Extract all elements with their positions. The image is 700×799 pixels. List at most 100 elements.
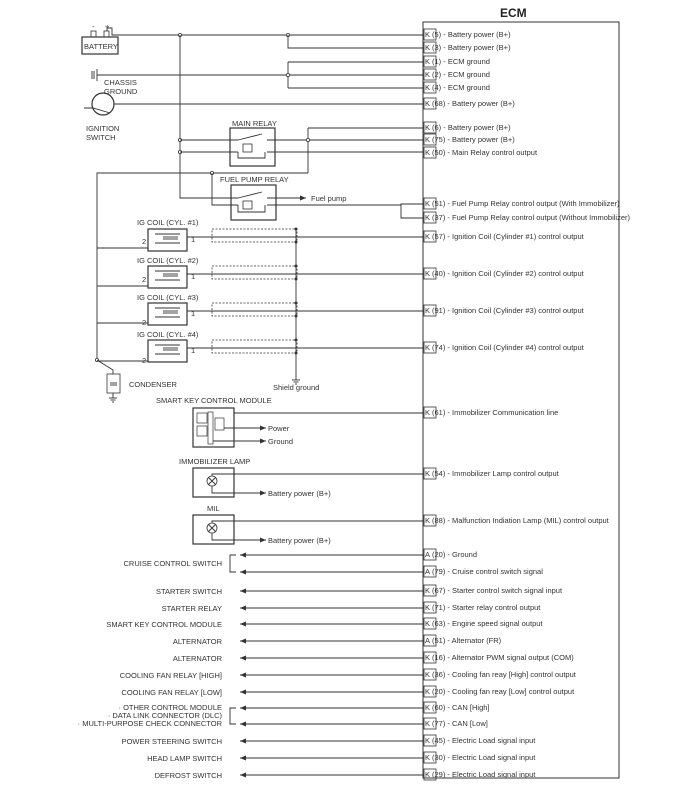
pin-connector-letter: K [425,70,431,79]
wire-b-plus [179,35,238,199]
wire-condenser [96,359,114,374]
pin-box [423,584,437,597]
main-relay-box [229,127,276,167]
pin-connector-letter: A [425,636,431,645]
input-alternator-com: ALTERNATOR [172,654,222,663]
pin-connector-letter: K [425,343,431,352]
ig-coil-box-4 [147,339,188,363]
pin-connector-letter: K [425,753,431,762]
arrow-right-icon [300,195,306,201]
arrow-left-icon [240,605,246,611]
ignition-switch-icon [91,92,115,116]
pin-connector-letter: K [425,703,431,712]
pin-box [423,211,437,224]
lamp-icon [208,477,216,485]
ignition-switch-label-1: IGNITION [86,124,120,133]
arrow-left-icon [240,638,246,644]
shield-dashed-box [211,339,298,354]
pin-label-K91: (91) - Ignition Coil (Cylinder #3) contr… [432,306,584,315]
condenser-label: CONDENSER [129,380,177,389]
pin-label-K37: (37) - Fuel Pump Relay control output (W… [432,213,630,222]
shield-dashed-box [211,228,298,243]
wire-battery [106,27,424,36]
mil-box [192,514,235,545]
arrow-left-icon [240,672,246,678]
pin-connector-letter: K [425,213,431,222]
pin-box [423,97,437,110]
input-other-control-module: · OTHER CONTROL MODULE [118,703,222,712]
wire-battery-power [211,486,266,494]
input-dlc: · DATA LINK CONNECTOR (DLC) [107,711,222,720]
pin-label-K60: (60) - CAN [High] [432,703,490,712]
pin-box [423,467,437,480]
lamp-icon [208,524,216,532]
ig-coil-4-label: IG COIL (CYL. #4) [137,330,199,339]
pin-label-K68: (68) - Battery power (B+) [432,99,515,108]
ig-coil-1-label: IG COIL (CYL. #1) [137,218,199,227]
pin-connector-letter: K [425,123,431,132]
wire-k88 [211,520,424,523]
wire-k51 [267,203,424,206]
arrow-left-icon [240,552,246,558]
pin-label-K40: (40) - Ignition Coil (Cylinder #2) contr… [432,269,584,278]
pin-box [423,514,437,527]
pin-box [423,406,437,419]
coil-3-pin-2: 2 [142,318,147,327]
pin-box [423,81,437,94]
pin-label-K30: (30) - Electric Load signal input [432,753,536,762]
pin-box [423,55,437,68]
pin-connector-letter: K [425,83,431,92]
ecm-box [422,21,620,779]
pin-box [423,701,437,714]
pin-box [423,28,437,41]
relay-resistor [237,152,266,159]
ig-coil-box-3 [147,302,188,326]
input-cruise-control-switch: CRUISE CONTROL SWITCH [123,559,222,568]
fuel-pump-relay-box [230,184,277,221]
mil-label: MIL [207,504,220,513]
pin-label-K6: (6) - Battery power (B+) [432,123,511,132]
arrow-left-icon [240,755,246,761]
pin-label-K29: (29) - Electric Load signal input [432,770,536,779]
pin-connector-letter: K [425,719,431,728]
input-starter-switch: STARTER SWITCH [156,587,222,596]
input-multipurpose-check-connector: · MULTI-PURPOSE CHECK CONNECTOR [77,719,222,728]
smart-key-ground-label: Ground [268,437,294,446]
input-head-lamp-switch: HEAD LAMP SWITCH [147,754,222,763]
pin-label-A79: (79) - Cruise control switch signal [432,567,543,576]
relay-coil-icon [242,143,253,153]
pin-box [423,734,437,747]
pin-box [423,41,437,54]
input-alternator-fr: ALTERNATOR [172,637,222,646]
pin-label-K3: (3) - Battery power (B+) [432,43,511,52]
wire [211,173,238,206]
pin-box [423,197,437,210]
pin-label-K54: (54) - Immobilizer Lamp control output [432,469,559,478]
coil-3-pin-1: 1 [191,309,196,318]
pin-label-K1: (1) - ECM ground [432,57,490,66]
pin-box [423,133,437,146]
pin-box [423,565,437,578]
pin-box [423,230,437,243]
immobilizer-lamp-label: IMMOBILIZER LAMP [179,457,251,466]
relay-coil-icon [242,200,253,210]
pin-box [423,668,437,681]
arrow-left-icon [240,569,246,575]
pin-connector-letter: K [425,516,431,525]
module-block-icon [196,425,208,437]
pin-label-A51: (51) - Alternator (FR) [432,636,502,645]
pin-box [423,341,437,354]
input-defrost-switch: DEFROST SWITCH [154,771,222,780]
shield-dashed-box [211,302,298,317]
arrow-left-icon [240,738,246,744]
wire-battery-power [211,533,266,541]
pin-box [423,548,437,561]
junction-node [305,137,310,142]
pin-connector-letter: A [425,550,431,559]
pin-label-K88: (88) - Malfunction Indiation Lamp (MIL) … [432,516,609,525]
coil-1-pin-1: 1 [191,235,196,244]
input-cooling-fan-high: COOLING FAN RELAY [HIGH] [119,671,222,680]
pin-connector-letter: K [425,199,431,208]
ignition-switch-label-2: SWITCH [86,133,116,142]
battery-terminal-plus [103,30,110,38]
